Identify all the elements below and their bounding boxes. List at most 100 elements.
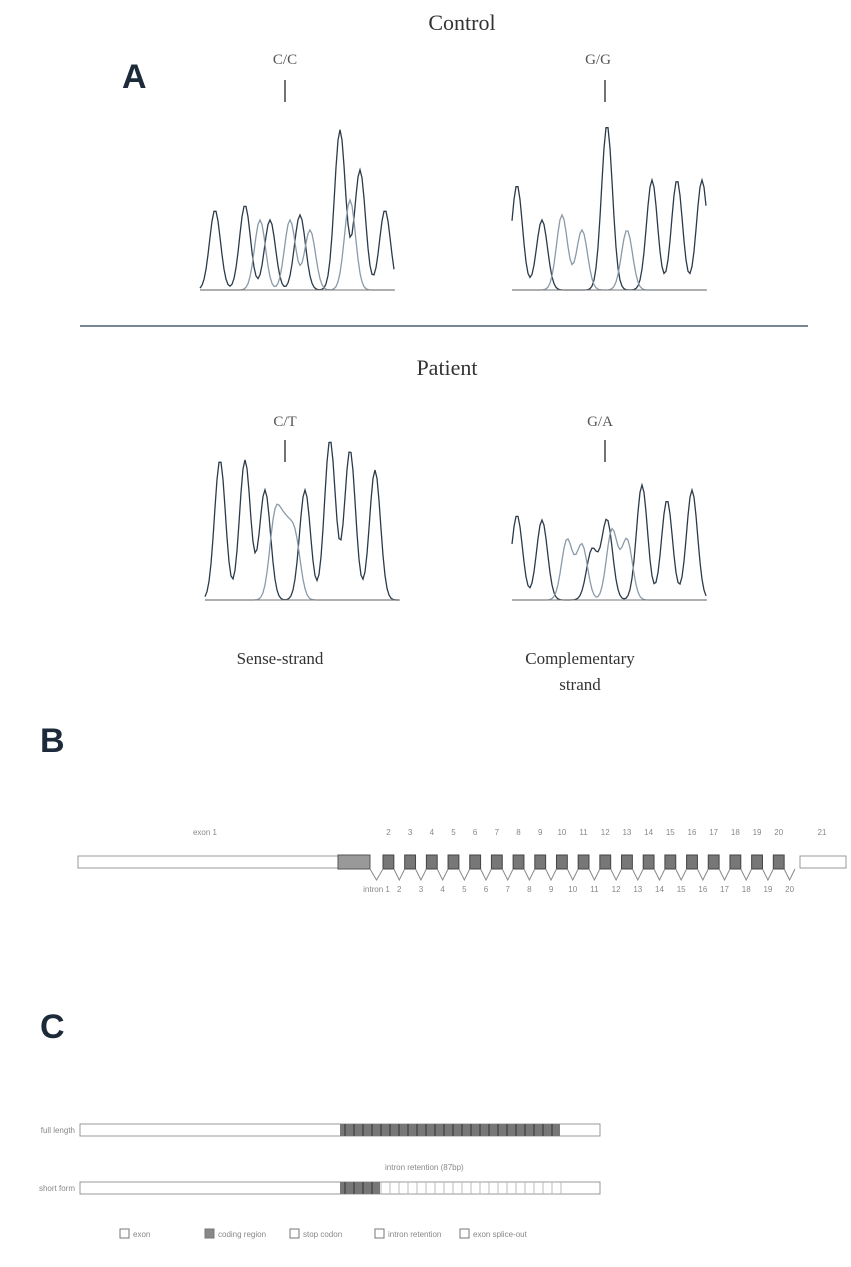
- exon-label: 16: [688, 828, 697, 837]
- legend-swatch: [460, 1229, 469, 1238]
- intron-label: 10: [568, 885, 577, 894]
- genotype: G/G: [585, 52, 611, 68]
- utr: [78, 856, 338, 868]
- intron-label: intron 1: [363, 885, 390, 894]
- group-title: Patient: [416, 355, 477, 380]
- trace: [200, 130, 394, 290]
- exon-label: 9: [538, 828, 543, 837]
- exon: [730, 855, 741, 869]
- legend-label: exon: [133, 1230, 150, 1239]
- exon-label: 19: [753, 828, 762, 837]
- intron-label: 6: [484, 885, 489, 894]
- genotype: C/C: [273, 52, 297, 68]
- intron: [481, 869, 492, 880]
- exon-label: 4: [430, 828, 435, 837]
- intron-label: 14: [655, 885, 664, 894]
- exon: [665, 855, 676, 869]
- caption-box: Complementary strand: [520, 646, 640, 706]
- exon-label: 8: [516, 828, 521, 837]
- intron-label: 2: [397, 885, 402, 894]
- intron: [546, 869, 557, 880]
- intron-label: 15: [677, 885, 686, 894]
- intron: [611, 869, 622, 880]
- exon: [448, 855, 459, 869]
- intron: [502, 869, 513, 880]
- intron: [719, 869, 730, 880]
- exon-label: 7: [495, 828, 500, 837]
- exon: [578, 855, 589, 869]
- exon: [752, 855, 763, 869]
- exon-label: 21: [818, 828, 827, 837]
- genotype: C/T: [273, 414, 296, 430]
- intron-label: 16: [698, 885, 707, 894]
- panel-label: C: [40, 1008, 65, 1046]
- intron-label: 5: [462, 885, 467, 894]
- intron: [524, 869, 535, 880]
- exon-label: 12: [601, 828, 610, 837]
- exon: [491, 855, 502, 869]
- intron: [459, 869, 470, 880]
- intron-label: 12: [612, 885, 621, 894]
- exon: [338, 855, 370, 869]
- exon: [556, 855, 567, 869]
- intron-label: 17: [720, 885, 729, 894]
- intron: [394, 869, 405, 880]
- exon: [426, 855, 437, 869]
- intron: [632, 869, 643, 880]
- intron-label: 3: [419, 885, 424, 894]
- annotation: intron retention (87bp): [385, 1163, 464, 1172]
- exon-label: 6: [473, 828, 478, 837]
- legend-label: coding region: [218, 1230, 266, 1239]
- trace: [512, 529, 706, 600]
- intron-label: 8: [527, 885, 532, 894]
- intron: [567, 869, 578, 880]
- exon-label: 3: [408, 828, 413, 837]
- intron-label: 13: [633, 885, 642, 894]
- exon: [405, 855, 416, 869]
- genotype: G/A: [587, 414, 613, 430]
- trace: [512, 215, 706, 290]
- exon: [513, 855, 524, 869]
- caption: Complementary strand: [520, 646, 640, 698]
- intron-label: 11: [590, 885, 599, 894]
- legend-swatch: [120, 1229, 129, 1238]
- group-title: Control: [428, 10, 495, 35]
- legend-label: stop codon: [303, 1230, 342, 1239]
- intron: [370, 869, 383, 880]
- intron-label: 4: [440, 885, 445, 894]
- panel-label: B: [40, 722, 65, 760]
- exon: [535, 855, 546, 869]
- intron: [676, 869, 687, 880]
- coding: [340, 1124, 560, 1136]
- legend-swatch: [205, 1229, 214, 1238]
- row-label: short form: [39, 1184, 75, 1193]
- intron: [762, 869, 773, 880]
- exon-label: 18: [731, 828, 740, 837]
- exon: [708, 855, 719, 869]
- coding: [340, 1182, 380, 1194]
- trace: [512, 128, 706, 290]
- legend-label: exon splice-out: [473, 1230, 528, 1239]
- intron: [784, 869, 795, 880]
- row-label: full length: [41, 1126, 75, 1135]
- exon-label: 5: [451, 828, 456, 837]
- legend-label: intron retention: [388, 1230, 441, 1239]
- exon-label: 11: [579, 828, 588, 837]
- exon: [773, 855, 784, 869]
- figure: A Control C/C G/G Patient C/T G/A Sense-…: [0, 0, 851, 1267]
- caption: Sense-strand: [237, 649, 324, 668]
- exon: [470, 855, 481, 869]
- panel-label: A: [122, 58, 147, 96]
- intron-label: 19: [763, 885, 772, 894]
- exon: [643, 855, 654, 869]
- intron-label: 20: [785, 885, 794, 894]
- intron-label: 18: [742, 885, 751, 894]
- exon-label: 2: [386, 828, 391, 837]
- exon-label: 15: [666, 828, 675, 837]
- intron-label: 9: [549, 885, 554, 894]
- legend-swatch: [290, 1229, 299, 1238]
- exon: [622, 855, 633, 869]
- exon-label: 17: [709, 828, 718, 837]
- exon: [687, 855, 698, 869]
